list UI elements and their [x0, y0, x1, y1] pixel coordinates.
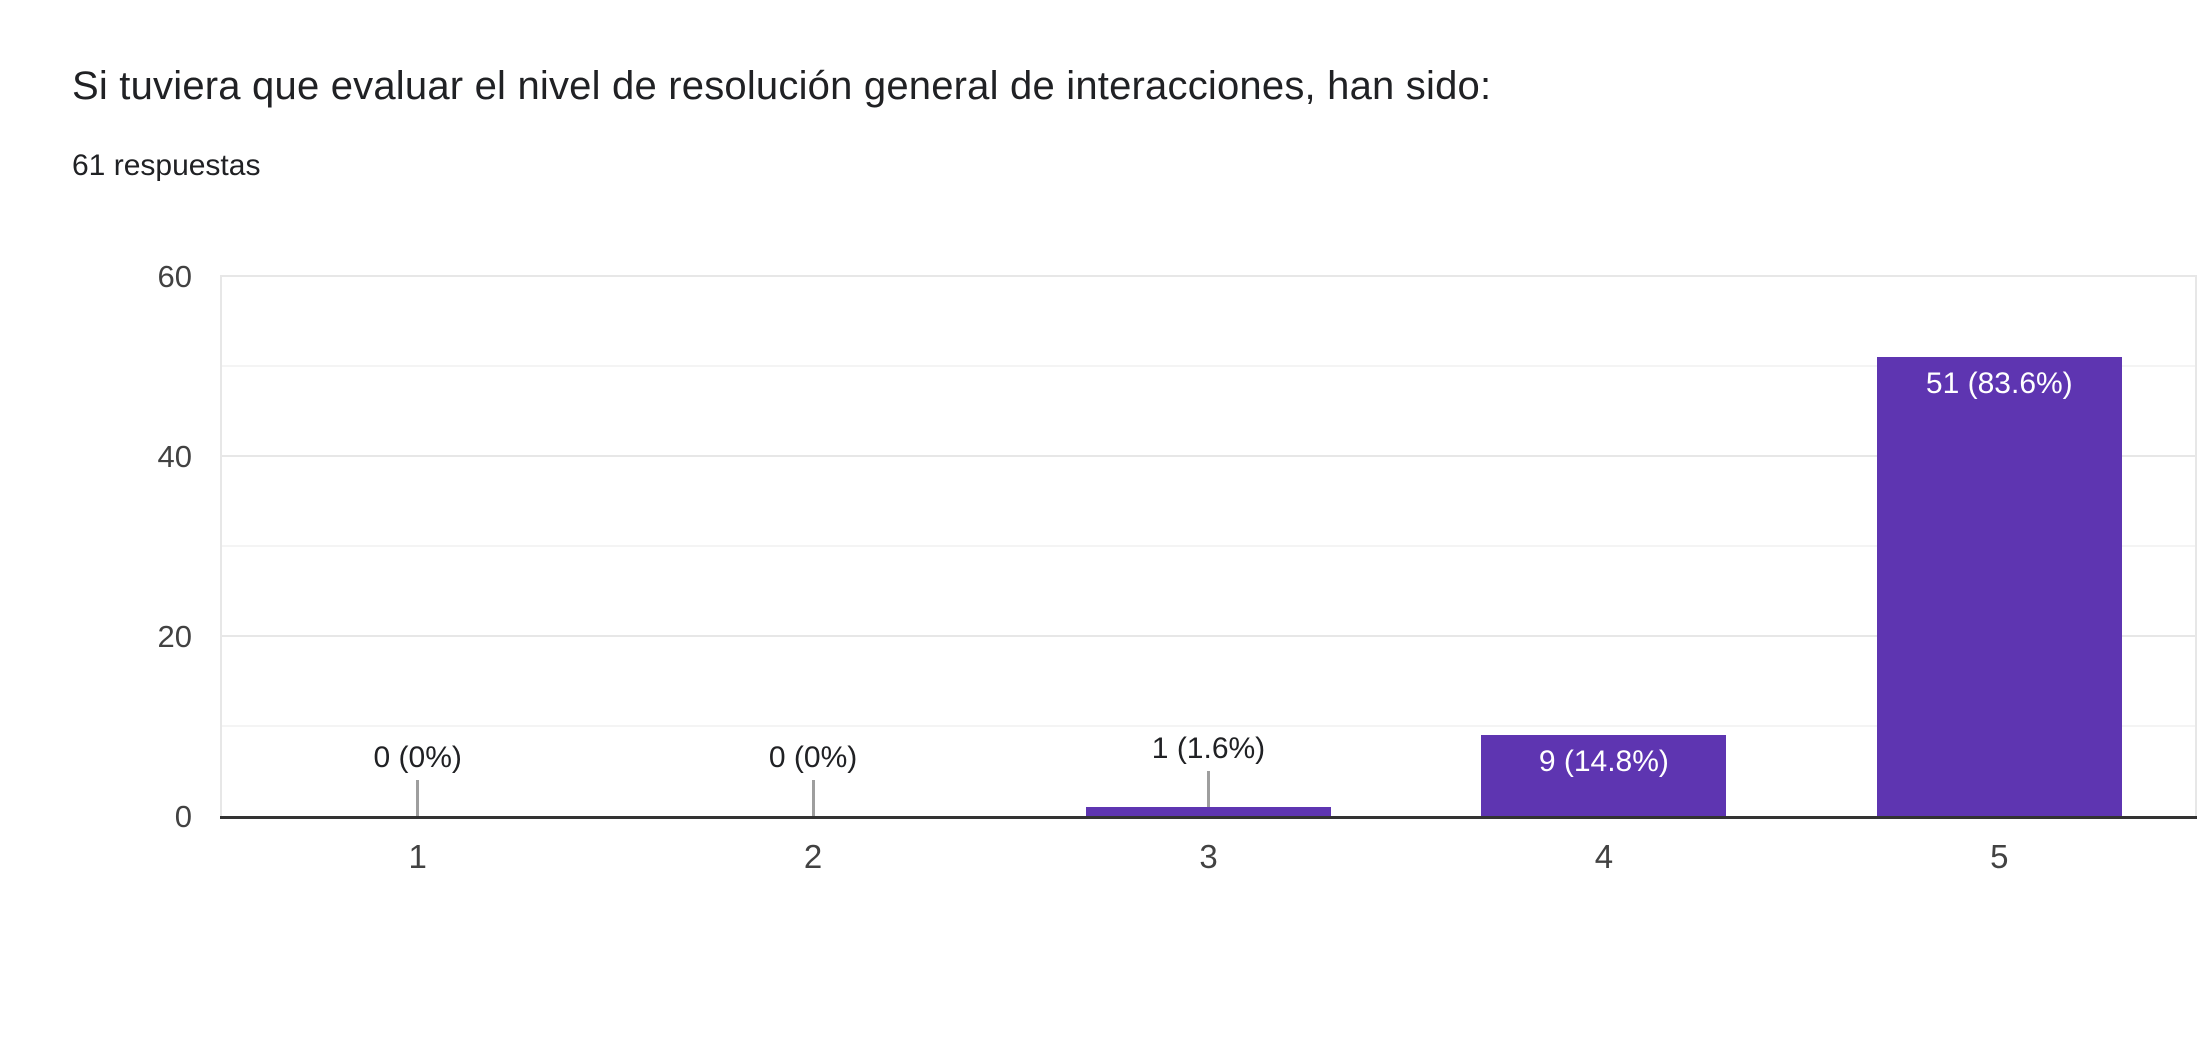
response-count: 61 respuestas	[72, 149, 261, 182]
bar-label-stem	[1207, 771, 1210, 807]
bar-value-label: 51 (83.6%)	[1925, 367, 2073, 400]
major-gridline	[220, 455, 2197, 457]
x-axis-tick-label: 4	[1594, 838, 1614, 875]
minor-gridline	[220, 365, 2197, 367]
x-axis-tick-label: 3	[1199, 838, 1218, 875]
bar-label-stem	[416, 780, 420, 816]
bar-value-label: 1 (1.6%)	[1151, 732, 1266, 765]
x-axis-tick-label: 1	[408, 838, 427, 875]
x-axis-baseline	[220, 816, 2197, 819]
major-gridline	[220, 635, 2197, 637]
x-axis-tick-label: 2	[803, 838, 823, 875]
bar-value-label: 9 (14.8%)	[1538, 745, 1669, 778]
question-title: Si tuviera que evaluar el nivel de resol…	[72, 64, 1492, 108]
plot-right-border	[2195, 276, 2197, 816]
minor-gridline	[220, 725, 2197, 727]
bar-category-4[interactable]	[1481, 735, 1727, 816]
bar-label-stem	[811, 780, 815, 816]
bar-category-5[interactable]	[1876, 357, 2122, 816]
bar-value-label: 0 (0%)	[373, 741, 462, 774]
x-axis-tick-label: 5	[1990, 838, 2009, 875]
major-gridline	[220, 275, 2197, 277]
y-axis-tick-label: 20	[157, 619, 192, 654]
minor-gridline	[220, 545, 2197, 547]
plot-left-border	[220, 276, 222, 816]
y-axis-tick-label: 0	[174, 799, 192, 834]
bar-value-label: 0 (0%)	[768, 741, 858, 774]
bar-category-3[interactable]	[1086, 807, 1331, 816]
y-axis-tick-label: 60	[157, 259, 192, 294]
y-axis-tick-label: 40	[157, 439, 192, 474]
